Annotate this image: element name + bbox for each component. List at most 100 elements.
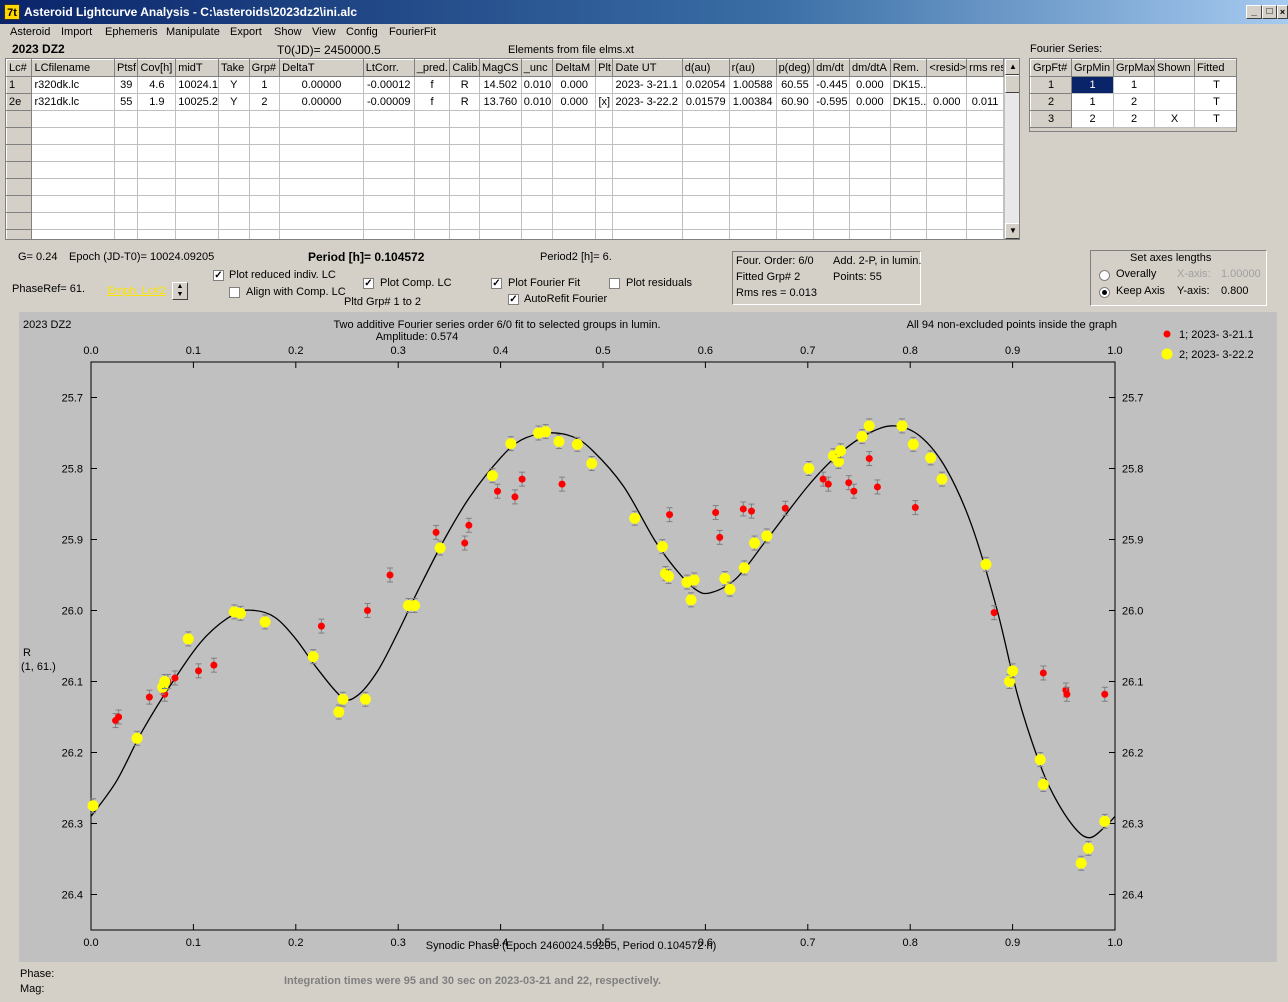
row-header[interactable] (6, 195, 33, 213)
table-cell[interactable] (218, 161, 250, 179)
table-cell[interactable] (682, 144, 730, 162)
column-header[interactable]: rms res (966, 59, 1004, 77)
table-cell[interactable] (890, 127, 928, 145)
table-cell[interactable] (612, 195, 683, 213)
table-cell[interactable] (521, 195, 554, 213)
overally-radio[interactable] (1099, 270, 1110, 281)
column-header[interactable]: LCfilename (31, 59, 116, 77)
table-cell[interactable] (926, 178, 968, 196)
lightcurve-table[interactable]: Lc# LCfilename Ptsf Cov[h] midT Take Grp# Delta… (5, 58, 1020, 240)
table-cell[interactable] (218, 127, 250, 145)
row-header[interactable] (6, 212, 33, 230)
table-cell[interactable] (682, 110, 730, 128)
table-cell[interactable] (114, 212, 139, 230)
table-cell[interactable] (595, 110, 614, 128)
table-cell[interactable] (729, 144, 777, 162)
table-cell[interactable] (137, 229, 177, 239)
fourier-cell[interactable]: 2 (1113, 110, 1155, 128)
table-cell[interactable] (849, 161, 891, 179)
table-cell[interactable] (612, 127, 683, 145)
table-cell[interactable] (114, 110, 139, 128)
table-cell[interactable]: 0.011 (966, 93, 1004, 111)
table-cell[interactable]: 39 (114, 76, 139, 94)
table-cell[interactable] (890, 144, 928, 162)
table-cell[interactable] (114, 229, 139, 239)
table-cell[interactable] (521, 127, 554, 145)
table-cell[interactable]: 2023- 3-22.2 (612, 93, 683, 111)
table-cell[interactable]: 13.760 (479, 93, 522, 111)
column-header[interactable]: _pred. (413, 59, 451, 77)
table-cell[interactable]: 2 (249, 93, 281, 111)
table-cell[interactable] (966, 144, 1004, 162)
table-cell[interactable] (279, 144, 364, 162)
plot-comp-checkbox[interactable]: ✓ (363, 278, 374, 289)
table-cell[interactable] (849, 110, 891, 128)
table-row[interactable] (6, 161, 1004, 179)
emph-lc-link[interactable]: Emph. Lc#2 (107, 285, 166, 297)
table-row[interactable] (6, 127, 1004, 145)
table-cell[interactable] (449, 144, 480, 162)
table-cell[interactable] (279, 195, 364, 213)
table-cell[interactable] (175, 195, 220, 213)
table-cell[interactable]: 0.000 (849, 93, 891, 111)
table-cell[interactable] (479, 212, 522, 230)
minimize-button[interactable]: _ (1246, 5, 1262, 19)
table-cell[interactable]: 0.010 (521, 93, 554, 111)
table-cell[interactable] (479, 229, 522, 239)
table-cell[interactable] (890, 212, 928, 230)
table-cell[interactable] (31, 229, 116, 239)
table-cell[interactable] (114, 195, 139, 213)
fourier-cell[interactable]: 2 (1071, 110, 1114, 128)
column-header[interactable]: Ptsf (114, 59, 139, 77)
menu-fourierfit[interactable]: FourierFit (389, 26, 437, 38)
table-cell[interactable] (612, 178, 683, 196)
table-cell[interactable]: 4.6 (137, 76, 177, 94)
table-cell[interactable] (595, 212, 614, 230)
spin-down-icon[interactable]: ▼ (176, 291, 184, 298)
table-cell[interactable] (776, 195, 815, 213)
menu-asteroid[interactable]: Asteroid (10, 26, 51, 38)
align-checkbox[interactable] (229, 287, 240, 298)
table-cell[interactable] (595, 144, 614, 162)
table-cell[interactable]: DK15.. (890, 76, 928, 94)
column-header[interactable]: Lc# (6, 59, 33, 77)
table-cell[interactable]: f (414, 76, 451, 94)
table-cell[interactable] (966, 195, 1004, 213)
table-cell[interactable] (521, 161, 554, 179)
table-cell[interactable] (813, 127, 850, 145)
table-cell[interactable]: [x] (595, 93, 614, 111)
table-cell[interactable]: 55 (114, 93, 139, 111)
table-cell[interactable] (249, 110, 281, 128)
fourier-cell[interactable]: 1 (1071, 76, 1114, 94)
emph-spinner[interactable]: ▲ ▼ (172, 282, 188, 300)
column-header[interactable]: dm/dtA (848, 59, 891, 77)
fourier-column-header[interactable]: GrpMax (1113, 59, 1155, 77)
table-cell[interactable] (114, 161, 139, 179)
y-axis-value[interactable]: 0.800 (1221, 285, 1249, 297)
row-header[interactable]: 1 (6, 76, 33, 94)
table-cell[interactable] (449, 161, 480, 179)
period-value[interactable]: Period [h]= 0.104572 (308, 250, 425, 264)
table-cell[interactable] (682, 229, 730, 239)
table-cell[interactable] (521, 178, 554, 196)
plot-fourier-checkbox[interactable]: ✓ (491, 278, 502, 289)
table-cell[interactable] (682, 127, 730, 145)
table-cell[interactable] (552, 127, 597, 145)
row-header[interactable] (6, 178, 33, 196)
row-header[interactable] (6, 127, 33, 145)
table-cell[interactable] (414, 178, 451, 196)
column-header[interactable]: p(deg) (775, 59, 815, 77)
spin-up-icon[interactable]: ▲ (176, 283, 184, 290)
table-cell[interactable] (414, 144, 451, 162)
table-cell[interactable] (849, 144, 891, 162)
table-cell[interactable] (363, 195, 415, 213)
table-cell[interactable] (552, 195, 597, 213)
table-cell[interactable]: 1.00588 (729, 76, 777, 94)
table-cell[interactable] (813, 161, 850, 179)
table-cell[interactable]: f (414, 93, 451, 111)
column-header[interactable]: _unc (520, 59, 554, 77)
fourier-row-header[interactable]: 1 (1030, 76, 1072, 94)
column-header[interactable]: Plt (595, 59, 614, 77)
menu-view[interactable]: View (312, 26, 336, 38)
